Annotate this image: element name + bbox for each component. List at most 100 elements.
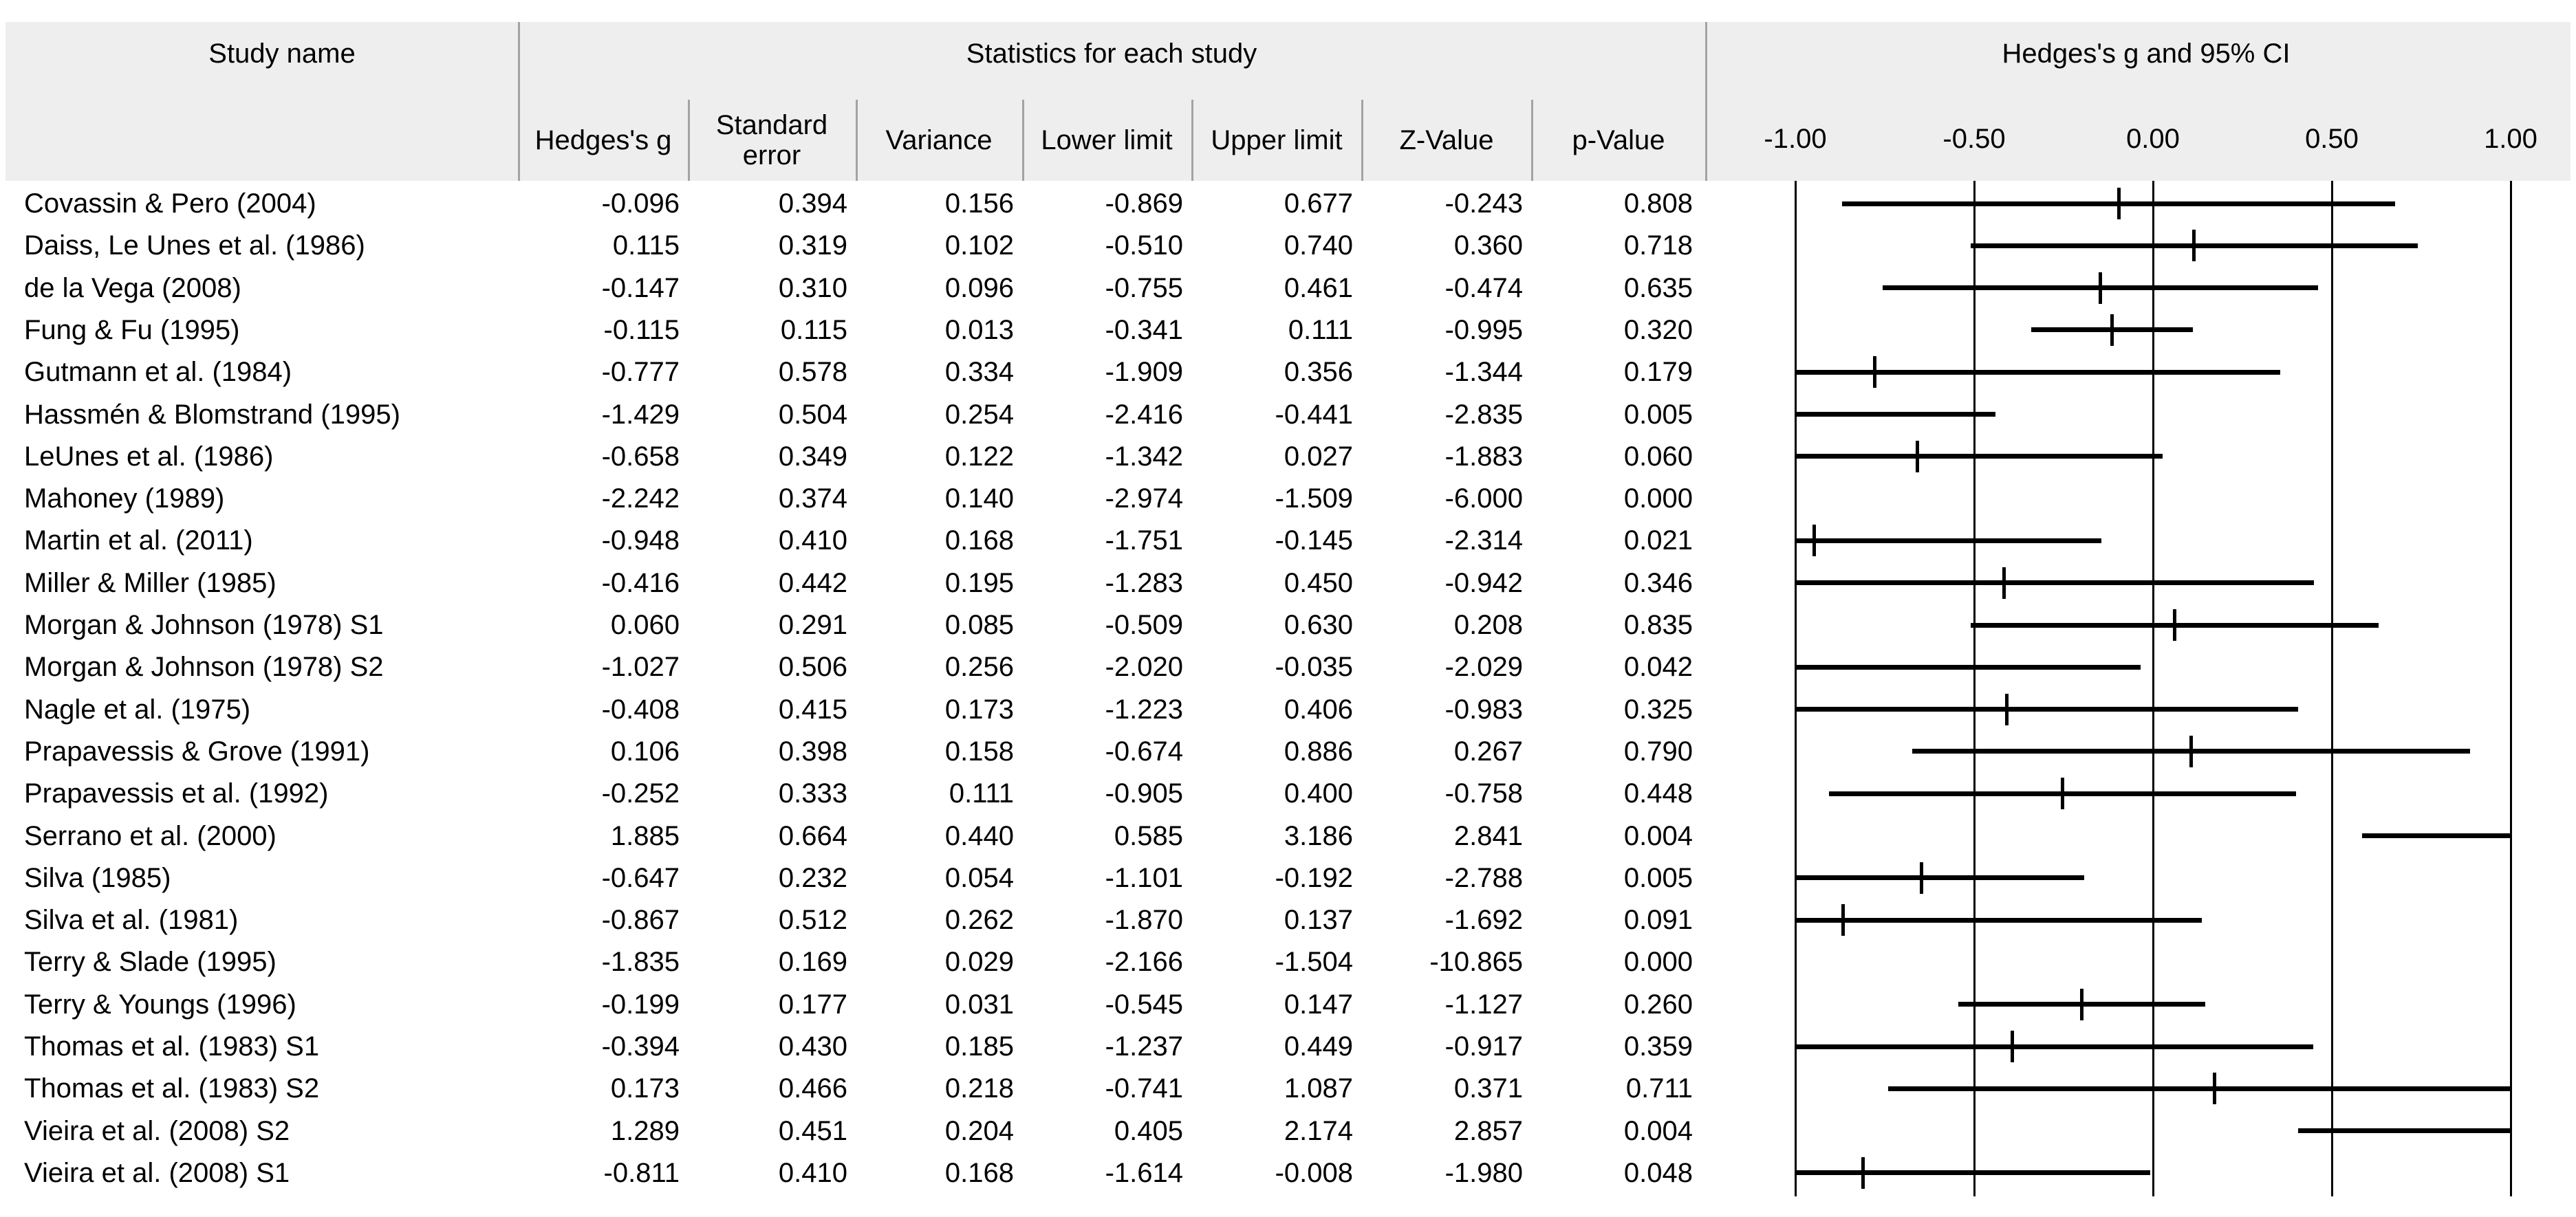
plot-gridline [2509,181,2512,1196]
point-estimate-marker [2110,314,2114,346]
confidence-interval-line [1795,454,2163,459]
stat-cell: 0.111 [949,778,1014,809]
stat-cell: 0.000 [1623,947,1693,978]
stat-cell: 0.256 [944,652,1014,683]
stat-cell: 0.398 [778,736,847,767]
stat-cell: -0.545 [1105,989,1183,1020]
study-name-cell: Prapavessis et al. (1992) [24,778,329,809]
stat-column-header: Standard error [715,110,828,171]
study-name-cell: Miller & Miller (1985) [24,567,277,598]
stat-cell: -0.510 [1105,230,1183,261]
stat-cell: 0.106 [610,736,680,767]
stat-cell: 0.111 [1288,314,1353,345]
confidence-interval-line [1795,580,2314,586]
stat-cell: 0.029 [944,947,1014,978]
stat-cell: 0.790 [1623,736,1693,767]
stat-cell: 0.346 [1623,567,1693,598]
stat-cell: 0.267 [1453,736,1523,767]
stat-cell: 0.319 [778,230,847,261]
study-name-cell: Thomas et al. (1983) S2 [24,1073,320,1104]
column-divider [688,100,690,181]
stat-cell: -1.342 [1105,441,1183,472]
stat-cell: -0.995 [1444,314,1523,345]
confidence-interval-line [1795,664,2141,670]
stat-cell: 0.169 [778,947,847,978]
point-estimate-marker [2010,1031,2014,1062]
stat-cell: -0.811 [603,1157,680,1188]
confidence-interval-line [1795,917,2202,923]
stat-cell: -2.835 [1444,399,1523,430]
stat-cell: -0.192 [1275,862,1353,893]
stat-cell: -0.474 [1444,272,1523,303]
header-band [6,22,2570,181]
column-divider [1531,100,1533,181]
stat-cell: 0.168 [944,1157,1014,1188]
stat-cell: 0.218 [944,1073,1014,1104]
stat-cell: 0.677 [1284,188,1353,219]
stat-cell: 0.000 [1623,483,1693,514]
stat-cell: 0.147 [1284,989,1353,1020]
stat-cell: 0.031 [944,989,1014,1020]
stat-cell: 2.841 [1453,820,1523,851]
stat-cell: -2.974 [1105,483,1183,514]
study-name-cell: Morgan & Johnson (1978) S1 [24,610,384,640]
stat-cell: -1.504 [1275,947,1353,978]
stat-cell: -0.755 [1105,272,1183,303]
study-name-cell: Silva et al. (1981) [24,905,239,936]
stat-cell: 0.334 [944,357,1014,388]
stat-cell: 0.451 [778,1115,847,1146]
column-divider [1191,100,1193,181]
stat-cell: 0.021 [1623,525,1693,556]
stat-cell: 0.405 [1114,1115,1183,1146]
stat-cell: -2.242 [601,483,680,514]
stat-cell: -6.000 [1444,483,1523,514]
study-name-cell: Gutmann et al. (1984) [24,357,292,388]
point-estimate-marker [1841,904,1845,936]
stat-cell: -1.751 [1105,525,1183,556]
stat-cell: 0.185 [944,1031,1014,1062]
point-estimate-marker [2213,1073,2217,1105]
stat-cell: 0.333 [778,778,847,809]
stat-cell: 0.310 [778,272,847,303]
stat-cell: 0.102 [944,230,1014,261]
study-name-cell: Thomas et al. (1983) S1 [24,1031,320,1062]
stat-cell: -0.394 [601,1031,680,1062]
confidence-interval-line [1795,875,2085,881]
stat-cell: -1.283 [1105,567,1183,598]
stat-cell: 0.254 [944,399,1014,430]
stat-cell: 0.232 [778,862,847,893]
stat-cell: 0.400 [1284,778,1353,809]
stat-cell: -0.777 [601,357,680,388]
study-name-cell: Covassin & Pero (2004) [24,188,316,219]
stat-cell: -0.509 [1105,610,1183,640]
column-divider [1361,100,1363,181]
stat-cell: 0.122 [944,441,1014,472]
study-name-cell: de la Vega (2008) [24,272,241,303]
stat-cell: 0.442 [778,567,847,598]
stat-cell: -0.035 [1275,652,1353,683]
study-name-cell: Hassmén & Blomstrand (1995) [24,399,400,430]
stat-cell: -1.344 [1444,357,1523,388]
stat-cell: 3.186 [1284,820,1353,851]
study-name-cell: Serrano et al. (2000) [24,820,277,851]
stat-cell: -1.870 [1105,905,1183,936]
axis-tick-label: -0.50 [1942,124,2006,154]
stat-cell: -1.909 [1105,357,1183,388]
stat-cell: 0.168 [944,525,1014,556]
confidence-interval-line [1887,1086,2511,1091]
study-name-cell: Martin et al. (2011) [24,525,253,556]
confidence-interval-line [1795,707,2299,712]
study-name-cell: Morgan & Johnson (1978) S2 [24,652,384,683]
stat-cell: 0.440 [944,820,1014,851]
confidence-interval-line [1795,369,2281,375]
stat-cell: -1.509 [1275,483,1353,514]
stat-column-header: Z-Value [1399,125,1494,155]
point-estimate-marker [1873,356,1877,388]
stat-cell: 0.415 [778,694,847,725]
stat-cell: -1.127 [1444,989,1523,1020]
stat-cell: 0.013 [944,314,1014,345]
plot-gridline [1973,181,1976,1196]
stat-cell: 0.005 [1623,862,1693,893]
stat-cell: 0.466 [778,1073,847,1104]
stat-cell: 0.461 [1284,272,1353,303]
